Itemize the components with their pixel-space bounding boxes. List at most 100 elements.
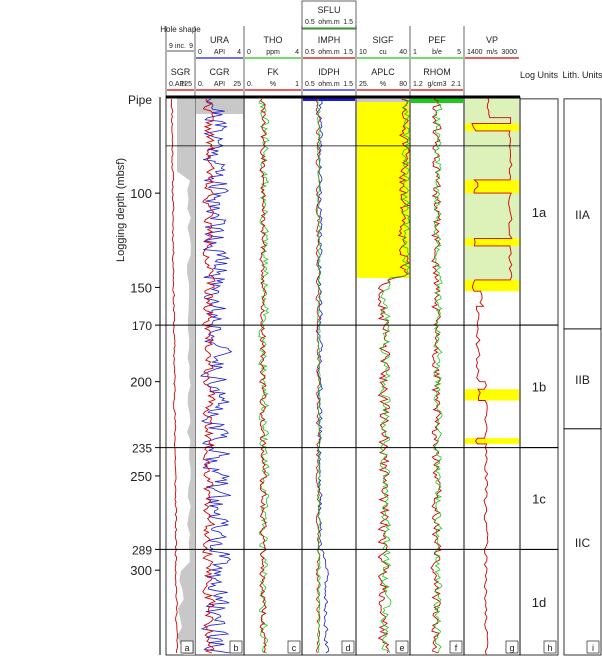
track-frame-d [301, 96, 357, 656]
log-unit-box-1d [519, 549, 559, 656]
panel-letter-box-d [341, 640, 355, 654]
log-unit-label-1d: 1d [532, 595, 546, 610]
curve-name-sigf: SIGF [372, 35, 394, 45]
curve-name-aplc: APLC [371, 67, 395, 77]
panel-letter-box-i [586, 640, 600, 654]
curve-max-fk: 1 [295, 81, 299, 88]
aplc-curve [377, 98, 410, 654]
curve-min-imph: 0.5 [305, 49, 315, 56]
panel-letter-box-h [543, 640, 557, 654]
curve-name-vp: VP [486, 35, 498, 45]
lith-unit-label-IIC: IIC [575, 536, 591, 550]
hole-shape-fill [177, 97, 195, 655]
lith-unit-label-IIA: IIA [575, 208, 590, 222]
log-unit-label-1b: 1b [532, 379, 546, 394]
curve-unit-aplc: % [380, 81, 386, 88]
panel-letter-i: i [592, 643, 594, 653]
panel-letter-c: c [292, 643, 297, 653]
curve-min-idph: 0.5 [305, 81, 315, 88]
curve-max-idph: 1.5 [343, 81, 353, 88]
curve-min-sigf: 10 [359, 49, 367, 56]
curve-max-rhom: 2.1 [451, 81, 461, 88]
curve-min-vp: 1400 [467, 49, 483, 56]
curve-unit-fk: % [270, 81, 276, 88]
curve-name-imph: IMPH [318, 35, 341, 45]
vp-highlight-2 [465, 238, 519, 246]
sigf-curve [379, 98, 410, 654]
curve-name-rhom: RHOM [423, 67, 451, 77]
rhom-curve [430, 98, 442, 654]
curve-min-ura: 0 [198, 49, 202, 56]
panel-letter-e: e [399, 643, 404, 653]
panel-letter-box-b [229, 640, 243, 654]
lith-unit-box-IIC [563, 428, 602, 656]
curve-max-sgr: 125 [180, 81, 192, 88]
vp-highlight-4 [465, 389, 519, 401]
curve-max-hole-shape: 9 [189, 43, 193, 50]
curve-max-vp: 3000 [501, 49, 517, 56]
log-units-title: Log Units [520, 70, 559, 80]
curve-name-pef: PEF [428, 35, 446, 45]
curve-unit-cgr: API [214, 81, 225, 88]
track-frame-c [243, 96, 303, 656]
panel-letter-box-f [449, 640, 463, 654]
curve-name-tho: THO [264, 35, 283, 45]
curve-unit-idph: ohm.m [318, 81, 340, 88]
resistivity-top-band [303, 97, 355, 101]
imph-curve [315, 98, 321, 654]
curve-min-fk: 0. [247, 81, 253, 88]
panel-letter-g: g [509, 643, 514, 653]
panel-letter-box-c [287, 640, 301, 654]
curve-name-hole-shape: Hole shape [160, 25, 201, 34]
fk-curve [259, 98, 267, 654]
curve-unit-hole-shape: inc. [175, 43, 186, 50]
lith-units-title: Lith. Units [562, 70, 602, 80]
curve-min-sflu: 0.5 [305, 19, 315, 26]
curve-unit-sflu: ohm.m [318, 19, 340, 26]
vp-highlight-5 [465, 438, 519, 444]
sigf-yellow-fill [357, 97, 409, 278]
panel-letter-box-a [180, 640, 194, 654]
curve-unit-sgr: API [175, 81, 186, 88]
panel-letter-a: a [184, 643, 189, 653]
boundary-label-235: 235 [132, 442, 152, 456]
unit-columns: Log Units Lith. Units 1a 1b 1c 1d IIA IIB IIC [519, 70, 602, 656]
vp-highlight-0 [465, 123, 519, 131]
curve-min-pef: 1 [413, 49, 417, 56]
curve-max-tho: 4 [295, 49, 299, 56]
panel-letter-box-e [395, 640, 409, 654]
curve-max-sigf: 40 [399, 49, 407, 56]
sflu-header-box [301, 0, 357, 30]
panel-letter-d: d [345, 643, 350, 653]
curve-max-ura: 4 [237, 49, 241, 56]
ura-curve [199, 98, 233, 654]
vp-curve [471, 96, 513, 656]
idph-curve [316, 98, 330, 654]
curve-min-hole-shape: 9 [169, 43, 173, 50]
track-panels [165, 96, 521, 656]
panel-letters: a b c d e f g h i [180, 640, 600, 654]
sflu-curve [316, 98, 322, 654]
curve-min-cgr: 0. [198, 81, 204, 88]
curve-unit-pef: b/e [432, 49, 442, 56]
vp-highlight-3 [465, 279, 519, 292]
curve-name-idph: IDPH [318, 67, 340, 77]
boundary-label-289: 289 [132, 543, 152, 557]
curve-min-aplc: 25. [359, 81, 369, 88]
header-b: URA 0 API 4 CGR 0. API 25 [194, 26, 243, 97]
curve-min-tho: 0 [247, 49, 251, 56]
depth-tick-label-300: 300 [130, 563, 152, 578]
curve-min-rhom: 1.2 [413, 81, 423, 88]
vp-highlight-1 [465, 179, 519, 194]
curve-name-fk: FK [267, 67, 279, 77]
casing-shade-e [357, 97, 409, 102]
curve-max-cgr: 25 [233, 81, 241, 88]
curve-max-sflu: 1.5 [343, 19, 353, 26]
cgr-curve [201, 98, 216, 654]
